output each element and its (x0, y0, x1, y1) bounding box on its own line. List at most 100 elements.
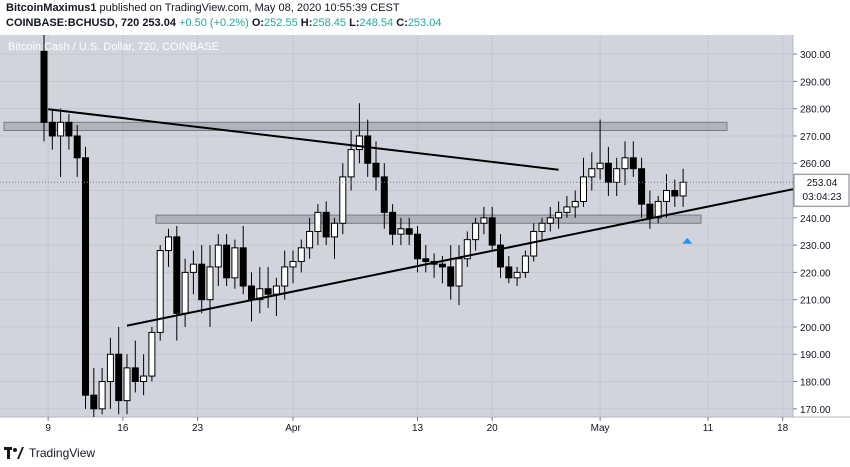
low-label: L: (349, 17, 360, 29)
low-value: 248.54 (359, 17, 394, 29)
y-tick-label: 300.00 (800, 50, 831, 61)
up-arrow-icon (682, 237, 693, 244)
candle-body (364, 135, 372, 164)
y-tick-label: 200.00 (800, 323, 831, 334)
candle-body (397, 228, 405, 235)
price-axis-background (793, 35, 850, 417)
publish-info: BitcoinMaximus1 published on TradingView… (6, 2, 400, 14)
chart-title: Bitcoin Cash / U.S. Dollar, 720, COINBAS… (8, 41, 219, 53)
candle-body (596, 162, 604, 170)
open-value: 252.55 (264, 17, 298, 29)
candle-body (281, 266, 289, 287)
candle-body (422, 258, 430, 262)
candle-body (314, 211, 322, 232)
y-tick-label: 230.00 (800, 241, 831, 252)
candle-body (106, 353, 114, 383)
candle-body (521, 255, 529, 273)
candle-body (181, 271, 189, 314)
price-chart[interactable]: 170.00 180.00 190.00 200.00 210.00 220.00 230.… (0, 26, 850, 435)
chart-canvas[interactable]: 170.00 180.00 190.00 200.00 210.00 220.00 230.… (0, 26, 850, 435)
candle-body (156, 250, 164, 333)
candle-body (248, 285, 255, 301)
last-price: 253.04 (142, 17, 176, 29)
candle-body (264, 288, 272, 295)
candle-body (646, 203, 654, 219)
y-tick-label: 190.00 (800, 350, 831, 361)
close-value: 253.04 (407, 17, 442, 29)
candle-body (165, 236, 172, 252)
candle-body (513, 271, 521, 279)
close-label: C: (396, 17, 408, 29)
candle-body (198, 263, 206, 301)
candle-body (497, 244, 504, 268)
candle-body (438, 263, 446, 268)
y-tick-label: 170.00 (800, 405, 831, 416)
tradingview-logo-icon[interactable] (4, 446, 24, 460)
candle-body (380, 176, 388, 213)
candle-body (306, 230, 314, 249)
y-tick-label: 280.00 (800, 105, 831, 116)
author-name[interactable]: BitcoinMaximus1 (6, 2, 97, 14)
candle-body (173, 236, 181, 314)
candle-body (405, 228, 413, 235)
tradingview-brand[interactable]: TradingView (29, 446, 96, 460)
candle-body (239, 247, 247, 287)
last-price-label: 253.04 (807, 178, 838, 189)
candle-body (98, 381, 106, 410)
candle-body (546, 217, 554, 224)
candle-body (57, 121, 65, 137)
plot-background (0, 35, 793, 417)
x-tick-label: 18 (777, 423, 789, 434)
candle-body (123, 367, 131, 402)
candle-body (73, 135, 81, 159)
trendline[interactable] (48, 108, 559, 171)
x-tick-label: 16 (117, 423, 129, 434)
y-tick-label: 270.00 (800, 132, 831, 143)
candle-body (372, 162, 380, 178)
candle-body (389, 211, 397, 235)
y-tick-label: 220.00 (800, 268, 831, 279)
candle-body (272, 285, 280, 295)
candle-body (663, 190, 670, 202)
y-tick-label: 180.00 (800, 378, 831, 389)
candle-body (289, 260, 297, 268)
candle-body (189, 263, 197, 273)
trendline[interactable] (126, 236, 559, 327)
candle-body (604, 162, 612, 183)
candle-body (414, 233, 421, 260)
candle-body (65, 121, 73, 137)
x-tick-label: 9 (45, 423, 51, 434)
candle-body (638, 168, 646, 205)
candle-body (339, 176, 347, 224)
candle-body (148, 331, 156, 377)
candle-body (331, 222, 338, 238)
candle-body (206, 266, 214, 301)
zone-band (3, 121, 728, 131)
candle-body (447, 266, 455, 287)
candle-body (671, 190, 679, 197)
open-label: O: (251, 17, 265, 29)
candle-body (571, 200, 579, 208)
y-tick-label: 210.00 (800, 296, 831, 307)
y-tick-label: 290.00 (800, 77, 831, 88)
candle-body (621, 157, 629, 170)
candle-body (455, 258, 463, 287)
candle-body (679, 181, 687, 197)
candle-body (140, 375, 148, 383)
candle-body (463, 239, 471, 260)
candle-body (472, 222, 480, 241)
x-tick-label: May (591, 423, 610, 434)
candle-body (355, 135, 363, 151)
candle-body (82, 157, 89, 396)
candle-body (131, 367, 139, 383)
published-text: published on TradingView.com, May 08, 20… (99, 2, 400, 14)
candle-body (322, 211, 330, 238)
x-tick-label: 23 (192, 423, 204, 434)
candle-body (231, 247, 239, 279)
countdown-label: 03:04:23 (803, 192, 842, 203)
x-tick-label: Apr (285, 423, 301, 434)
symbol-info: COINBASE:BCHUSD, 720 253.04 +0.50 (+0.2%… (6, 17, 441, 29)
candle-body (629, 157, 637, 170)
chart-header: BitcoinMaximus1 published on TradingView… (0, 0, 850, 32)
x-tick-label: 11 (703, 423, 714, 434)
